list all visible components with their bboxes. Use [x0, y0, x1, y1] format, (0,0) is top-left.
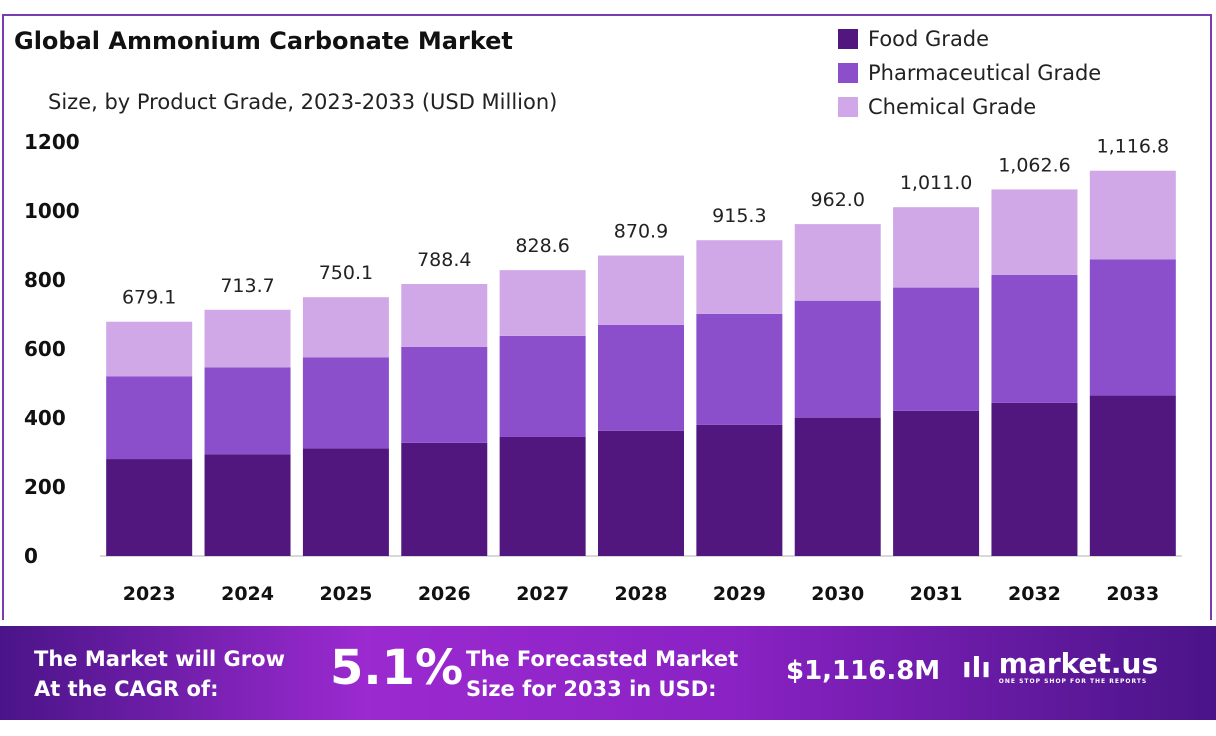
- bar-segment-pharmaceutical-grade: [302, 357, 389, 449]
- total-data-label: 1,116.8: [1097, 136, 1170, 158]
- total-data-label: 713.7: [220, 275, 274, 297]
- bar-segment-chemical-grade: [794, 224, 881, 301]
- y-tick-label: 200: [24, 475, 66, 499]
- bar-segment-chemical-grade: [302, 297, 389, 358]
- total-data-label: 1,062.6: [998, 154, 1071, 176]
- bar-segment-pharmaceutical-grade: [893, 287, 980, 411]
- bar-segment-food-grade: [106, 459, 193, 556]
- bar-segment-chemical-grade: [893, 207, 980, 288]
- y-tick-label: 800: [24, 268, 66, 292]
- logo-icon: ılı: [962, 651, 991, 684]
- bar-segment-food-grade: [696, 424, 783, 556]
- cagr-label: The Market will Grow At the CAGR of:: [34, 644, 285, 704]
- bar-segment-pharmaceutical-grade: [598, 324, 684, 431]
- y-tick-label: 1000: [24, 199, 80, 223]
- x-tick-label: 2025: [319, 583, 372, 605]
- bar-segment-food-grade: [302, 448, 389, 556]
- chart-frame: [2, 14, 1212, 620]
- chart-title: Global Ammonium Carbonate Market: [14, 27, 513, 55]
- y-tick-label: 400: [24, 406, 66, 430]
- summary-banner: The Market will Grow At the CAGR of: 5.1%…: [0, 626, 1216, 720]
- total-data-label: 915.3: [712, 205, 766, 227]
- bar-segment-chemical-grade: [401, 284, 488, 347]
- legend-item-food: Food Grade: [838, 22, 1101, 56]
- total-data-label: 1,011.0: [900, 172, 973, 194]
- legend-label: Chemical Grade: [868, 95, 1037, 119]
- legend-item-pharma: Pharmaceutical Grade: [838, 56, 1101, 90]
- x-tick-label: 2028: [615, 583, 668, 605]
- bar-segment-food-grade: [499, 436, 586, 556]
- x-tick-label: 2032: [1008, 583, 1061, 605]
- bar-segment-pharmaceutical-grade: [499, 335, 586, 437]
- cagr-label-line1: The Market will Grow: [34, 647, 285, 671]
- x-tick-label: 2027: [516, 583, 569, 605]
- forecast-value: $1,116.8M: [786, 656, 941, 686]
- bar-segment-food-grade: [401, 442, 488, 556]
- total-data-label: 870.9: [614, 221, 668, 243]
- total-data-label: 788.4: [417, 249, 471, 271]
- x-tick-label: 2033: [1106, 583, 1159, 605]
- forecast-label-line2: Size for 2033 in USD:: [466, 677, 717, 701]
- legend-label: Pharmaceutical Grade: [868, 61, 1102, 85]
- legend-item-chemical: Chemical Grade: [838, 90, 1101, 124]
- y-tick-label: 0: [24, 544, 38, 568]
- cagr-label-line2: At the CAGR of:: [34, 677, 219, 701]
- legend-label: Food Grade: [868, 27, 990, 51]
- bar-segment-food-grade: [204, 454, 291, 556]
- bar-segment-pharmaceutical-grade: [204, 367, 291, 455]
- legend: Food Grade Pharmaceutical Grade Chemical…: [838, 22, 1101, 124]
- bar-segment-food-grade: [991, 402, 1078, 556]
- chart-subtitle: Size, by Product Grade, 2023-2033 (USD M…: [48, 90, 558, 114]
- stacked-bar-chart: 0 200 400 600 800 1000 1200 679.1 2023 713.7 2024 7…: [24, 130, 1182, 605]
- cagr-value: 5.1%: [330, 640, 464, 696]
- bar-segment-food-grade: [1089, 395, 1176, 556]
- bar-segment-chemical-grade: [696, 240, 783, 314]
- bar-segment-pharmaceutical-grade: [1089, 259, 1176, 396]
- x-tick-label: 2026: [418, 583, 471, 605]
- bar-segment-food-grade: [598, 430, 684, 556]
- legend-swatch: [838, 63, 858, 83]
- total-data-label: 962.0: [811, 189, 865, 211]
- bar-segment-chemical-grade: [598, 255, 684, 325]
- logo-tagline: ONE STOP SHOP FOR THE REPORTS: [998, 678, 1148, 685]
- bar-segment-chemical-grade: [106, 321, 193, 377]
- bar-segment-pharmaceutical-grade: [401, 346, 488, 443]
- x-tick-label: 2024: [221, 583, 274, 605]
- bar-segment-pharmaceutical-grade: [106, 376, 193, 460]
- x-tick-label: 2029: [713, 583, 766, 605]
- total-data-label: 828.6: [515, 235, 569, 257]
- total-data-label: 679.1: [122, 287, 176, 309]
- market-us-logo: ılı market.us ONE STOP SHOP FOR THE REPOR…: [962, 647, 1159, 686]
- bar-segment-chemical-grade: [1089, 170, 1176, 260]
- y-tick-label: 1200: [24, 130, 80, 154]
- x-tick-label: 2030: [811, 583, 864, 605]
- bar-segment-chemical-grade: [499, 270, 586, 336]
- bar-segment-pharmaceutical-grade: [696, 313, 783, 425]
- total-data-label: 750.1: [319, 262, 373, 284]
- bar-segment-food-grade: [794, 417, 881, 556]
- logo-name: market.us: [998, 647, 1159, 680]
- bar-segment-chemical-grade: [204, 309, 291, 368]
- legend-swatch: [838, 97, 858, 117]
- bar-segment-chemical-grade: [991, 189, 1078, 275]
- bar-segment-pharmaceutical-grade: [991, 274, 1078, 403]
- legend-swatch: [838, 29, 858, 49]
- bar-segment-food-grade: [893, 410, 980, 556]
- forecast-label-line1: The Forecasted Market: [466, 647, 739, 671]
- bar-segment-pharmaceutical-grade: [794, 300, 881, 418]
- x-tick-label: 2023: [123, 583, 176, 605]
- forecast-label: The Forecasted Market Size for 2033 in US…: [466, 644, 738, 704]
- x-tick-label: 2031: [910, 583, 963, 605]
- y-tick-label: 600: [24, 337, 66, 361]
